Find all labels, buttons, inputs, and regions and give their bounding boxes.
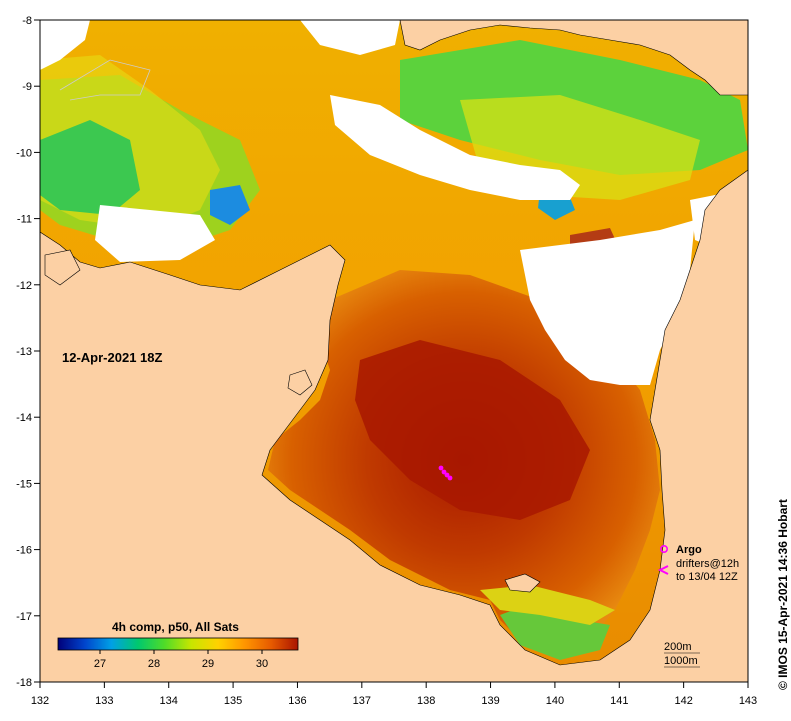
legend: Argo drifters@12h to 13/04 12Z 200m 1000…: [657, 544, 739, 668]
gulf-south-cool: [500, 600, 610, 660]
cloud-west: [95, 205, 215, 262]
land-new-guinea: [399, 20, 748, 96]
lon-tick-label: 143: [739, 695, 757, 707]
cool-water-west-green: [40, 120, 140, 215]
gulf-core: [355, 340, 590, 520]
legend-contour-1000m: 1000m: [664, 655, 698, 667]
drifter-point: [441, 469, 447, 475]
lon-tick-label: 138: [417, 695, 435, 707]
lon-tick-label: 140: [546, 695, 564, 707]
longitude-axis: 132 133 134 135 136 137 138 139 140 141 142 143: [31, 682, 757, 707]
drifter-track: [438, 465, 453, 481]
lat-tick-label: -15: [16, 478, 32, 490]
lat-tick-label: -11: [17, 214, 32, 226]
drifter-point: [447, 475, 453, 481]
lon-tick-label: 137: [353, 695, 371, 707]
date-label: 12-Apr-2021 18Z: [62, 350, 162, 365]
land-northern-territory: [40, 169, 748, 682]
lat-tick-label: -14: [16, 412, 32, 424]
lat-tick-label: -16: [16, 545, 32, 557]
lon-tick-label: 141: [610, 695, 628, 707]
legend-drifters-line2: to 13/04 12Z: [676, 571, 738, 583]
lat-tick-label: -12: [16, 280, 32, 292]
gulf-south-yellow: [480, 585, 615, 625]
colorbar: [57, 637, 299, 651]
latitude-axis: -8 -9 -10 -11 -12 -13 -14 -15 -16 -17 -18: [16, 15, 40, 689]
lon-tick-label: 133: [95, 695, 113, 707]
cloud-north-center: [330, 95, 580, 200]
colorbar-tick-label: 30: [256, 658, 268, 670]
drifter-point: [444, 472, 450, 478]
lat-tick-label: -13: [16, 346, 32, 358]
drifter-point: [438, 465, 444, 471]
colorbar-ticks: 27 28 29 30: [94, 650, 268, 670]
lon-tick-label: 142: [674, 695, 692, 707]
colorbar-tick-label: 29: [202, 658, 214, 670]
land-west-islands: [44, 249, 81, 286]
land-mornington-island: [504, 573, 541, 593]
argo-symbol: [659, 544, 668, 553]
contour-200m: [59, 59, 151, 101]
lat-tick-label: -17: [16, 611, 32, 623]
drifter-symbol: [657, 565, 669, 575]
lon-tick-label: 135: [224, 695, 242, 707]
legend-argo: Argo: [676, 544, 702, 556]
colorbar-tick-label: 27: [94, 658, 106, 670]
lat-tick-label: -8: [22, 15, 32, 27]
cool-water-west-blue: [210, 185, 250, 225]
land-groote-eylandt: [287, 369, 313, 396]
lat-tick-label: -9: [22, 81, 32, 93]
credit-label: © IMOS 15-Apr-2021 14:36 Hobart: [776, 499, 790, 690]
lon-tick-label: 134: [160, 695, 178, 707]
cloud-east: [520, 220, 695, 385]
lon-tick-label: 139: [481, 695, 499, 707]
colorbar-tick-label: 28: [148, 658, 160, 670]
legend-drifters-line1: drifters@12h: [676, 558, 739, 570]
cloud-nw-top: [40, 20, 90, 70]
cloud-north-top: [300, 20, 400, 55]
product-label: 4h comp, p50, All Sats: [112, 620, 239, 634]
lat-tick-label: -18: [16, 677, 32, 689]
legend-contour-200m: 200m: [664, 641, 692, 653]
lon-tick-label: 136: [288, 695, 306, 707]
lat-tick-label: -10: [16, 147, 32, 159]
lon-tick-label: 132: [31, 695, 49, 707]
